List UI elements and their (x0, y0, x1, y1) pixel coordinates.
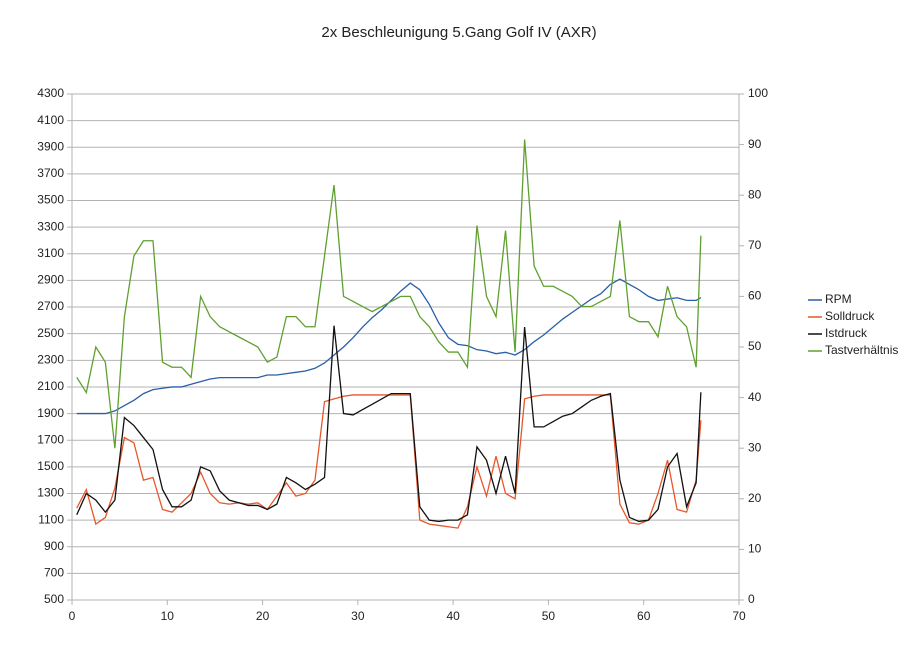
y2-tick-label: 70 (748, 238, 762, 252)
series-line (76, 394, 702, 529)
y2-tick-label: 50 (748, 339, 762, 353)
y2-tick-label: 80 (748, 187, 762, 201)
legend-label: Solldruck (825, 309, 875, 323)
x-tick-label: 30 (351, 609, 365, 623)
y-tick-label: 900 (44, 539, 64, 553)
y2-tick-label: 60 (748, 289, 762, 303)
y-tick-label: 3500 (37, 193, 64, 207)
legend-label: Istdruck (825, 326, 868, 340)
y-tick-label: 1900 (37, 406, 64, 420)
y-tick-label: 3300 (37, 219, 64, 233)
series-line (76, 325, 702, 523)
x-tick-label: 70 (732, 609, 746, 623)
x-tick-label: 0 (69, 609, 76, 623)
y-tick-label: 1300 (37, 486, 64, 500)
y-tick-label: 700 (44, 566, 64, 580)
y-tick-label: 3900 (37, 139, 64, 153)
y2-tick-label: 0 (748, 592, 755, 606)
y-tick-label: 2500 (37, 326, 64, 340)
y2-tick-label: 30 (748, 440, 762, 454)
y-tick-label: 1700 (37, 432, 64, 446)
y-tick-label: 4100 (37, 113, 64, 127)
x-tick-label: 50 (542, 609, 556, 623)
y-tick-label: 2300 (37, 352, 64, 366)
chart-title: 2x Beschleunigung 5.Gang Golf IV (AXR) (321, 24, 596, 41)
y-tick-label: 1100 (38, 512, 64, 526)
y2-tick-label: 90 (748, 137, 762, 151)
y-tick-label: 2900 (37, 273, 64, 287)
y-tick-label: 3700 (37, 166, 64, 180)
x-tick-label: 60 (637, 609, 651, 623)
legend-label: Tastverhältnis (825, 343, 898, 357)
y2-tick-label: 10 (748, 542, 762, 556)
y-tick-label: 2100 (37, 379, 64, 393)
y-tick-label: 500 (44, 592, 64, 606)
y2-tick-label: 100 (748, 86, 768, 100)
y-tick-label: 1500 (37, 459, 64, 473)
x-tick-label: 40 (446, 609, 460, 623)
legend-label: RPM (825, 292, 852, 306)
y-tick-label: 4300 (37, 86, 64, 100)
y2-tick-label: 40 (748, 390, 762, 404)
y-tick-label: 3100 (37, 246, 64, 260)
y2-tick-label: 20 (748, 491, 762, 505)
series-line (76, 139, 702, 449)
x-tick-label: 10 (161, 609, 175, 623)
x-tick-label: 20 (256, 609, 270, 623)
y-tick-label: 2700 (37, 299, 64, 313)
series-line (76, 278, 702, 415)
